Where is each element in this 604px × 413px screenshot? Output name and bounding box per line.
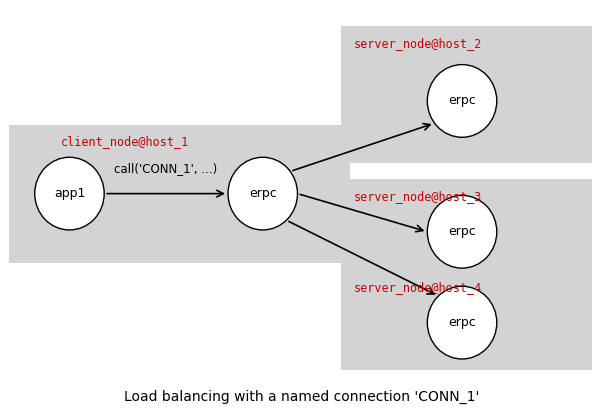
Ellipse shape (428, 195, 496, 268)
Text: call('CONN_1', ...): call('CONN_1', ...) (115, 162, 217, 176)
Text: Load balancing with a named connection 'CONN_1': Load balancing with a named connection '… (124, 389, 480, 404)
Text: server_node@host_4: server_node@host_4 (353, 281, 481, 294)
Ellipse shape (228, 157, 298, 230)
Text: app1: app1 (54, 187, 85, 200)
Ellipse shape (35, 157, 104, 230)
FancyBboxPatch shape (341, 26, 592, 163)
Text: server_node@host_3: server_node@host_3 (353, 190, 481, 203)
Text: server_node@host_2: server_node@host_2 (353, 37, 481, 50)
FancyBboxPatch shape (9, 125, 350, 263)
Ellipse shape (428, 286, 496, 359)
Text: client_node@host_1: client_node@host_1 (60, 135, 188, 148)
Ellipse shape (428, 64, 496, 137)
Text: erpc: erpc (448, 225, 476, 238)
Text: erpc: erpc (448, 316, 476, 329)
FancyBboxPatch shape (341, 179, 592, 282)
FancyBboxPatch shape (341, 270, 592, 370)
Text: erpc: erpc (448, 95, 476, 107)
Text: erpc: erpc (249, 187, 277, 200)
